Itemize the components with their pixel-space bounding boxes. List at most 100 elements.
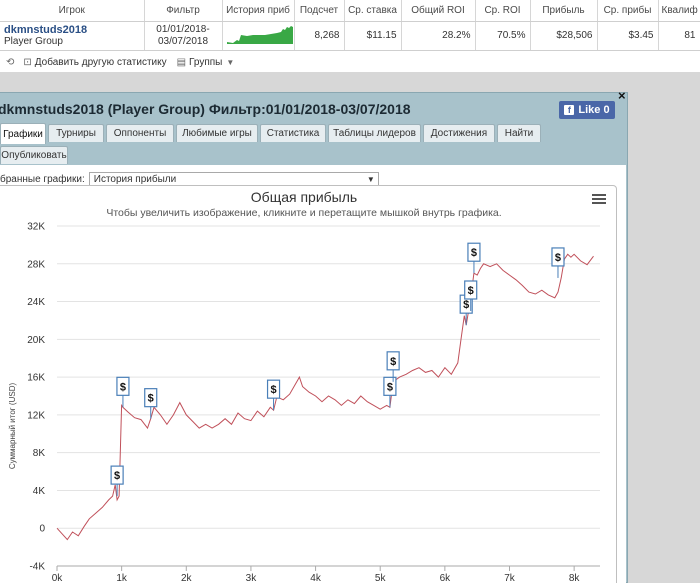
player-popup: dkmnstuds2018 (Player Group) Фильтр:01/0… xyxy=(0,92,628,583)
col-header-filter[interactable]: Фильтр xyxy=(144,0,223,22)
flag-box xyxy=(266,379,281,399)
y-tick-label: 0 xyxy=(39,524,45,535)
col-header-profit[interactable]: Прибыль xyxy=(530,0,598,22)
popup-tabs: Графики Турниры Оппоненты Любимые игры С… xyxy=(0,123,628,165)
graph-type-select[interactable]: История прибыли ▼ xyxy=(88,172,379,186)
avg-profit-cell: $3.45 xyxy=(597,21,659,51)
flag-box xyxy=(386,351,400,371)
col-header-qualif[interactable]: Квалиф xyxy=(658,0,700,22)
graphs-label: бранные графики: xyxy=(0,173,85,185)
chart-title: Общая прибыль xyxy=(251,189,357,205)
avg-roi-cell: 70.5% xyxy=(475,21,531,51)
col-header-count[interactable]: Подсчет xyxy=(294,0,345,22)
profit-cell: $28,506 xyxy=(530,21,598,51)
count-cell: 8,268 xyxy=(294,21,345,51)
flag-marker[interactable]: $ xyxy=(467,242,481,274)
col-header-history[interactable]: История приб xyxy=(222,0,295,22)
y-tick-label: 12K xyxy=(27,410,45,421)
x-tick-label: 7k xyxy=(504,573,516,583)
tab-achievements[interactable]: Достижения xyxy=(423,124,495,142)
flag-label: $ xyxy=(120,381,126,393)
tab-publish[interactable]: Опубликовать xyxy=(0,146,68,164)
y-tick-label: 16K xyxy=(27,373,45,384)
stats-table: Игрок Фильтр История приб Подсчет Ср. ст… xyxy=(0,0,700,51)
x-tick-label: 4k xyxy=(310,573,322,583)
x-tick-label: 6k xyxy=(440,573,452,583)
groups-menu[interactable]: Группы xyxy=(189,56,223,68)
y-tick-label: 24K xyxy=(27,297,45,308)
flag-box xyxy=(551,247,565,267)
flag-label: $ xyxy=(468,285,474,297)
col-header-player[interactable]: Игрок xyxy=(0,0,145,22)
y-tick-label: -4K xyxy=(29,562,45,573)
player-name-link[interactable]: dkmnstuds2018 xyxy=(4,23,88,36)
x-tick-label: 8k xyxy=(569,573,581,583)
refresh-icon[interactable]: ⟲ xyxy=(6,56,15,68)
flag-box xyxy=(467,242,481,262)
x-tick-label: 2k xyxy=(181,573,193,583)
chart-container[interactable]: Общая прибыль Чтобы увеличить изображени… xyxy=(0,185,617,583)
tab-tournaments[interactable]: Турниры xyxy=(48,124,104,142)
flag-marker[interactable]: $ xyxy=(551,247,565,278)
graph-type-value: История прибыли xyxy=(93,173,177,185)
y-tick-label: 20K xyxy=(27,335,45,346)
graphs-content: бранные графики: История прибыли ▼ Общая… xyxy=(0,165,626,583)
tab-leaderboards[interactable]: Таблицы лидеров xyxy=(328,124,421,142)
chart-menu-icon[interactable] xyxy=(592,194,606,204)
y-tick-label: 4K xyxy=(33,486,46,497)
x-tick-label: 0k xyxy=(52,573,64,583)
table-row: dkmnstuds2018 Player Group 01/01/2018- 0… xyxy=(0,21,700,51)
flag-label: $ xyxy=(555,252,561,264)
facebook-like-button[interactable]: f Like 0 xyxy=(559,101,615,119)
stats-toolbar: ⟲ ⊡ Добавить другую статистику ▤ Группы … xyxy=(0,52,700,72)
flag-marker[interactable]: $ xyxy=(266,379,281,411)
tab-graphs[interactable]: Графики xyxy=(0,123,46,144)
qualif-cell: 81 xyxy=(658,21,700,51)
tab-opponents[interactable]: Оппоненты xyxy=(106,124,174,142)
history-sparkline[interactable] xyxy=(226,23,293,45)
y-tick-label: 8K xyxy=(33,448,46,459)
col-header-total-roi[interactable]: Общий ROI xyxy=(401,0,476,22)
add-stats-icon: ⊡ xyxy=(23,56,32,68)
x-tick-label: 5k xyxy=(375,573,387,583)
y-axis-title: Суммарный итог (USD) xyxy=(8,383,17,470)
table-header-row: Игрок Фильтр История приб Подсчет Ср. ст… xyxy=(0,0,700,22)
flag-marker[interactable]: $ xyxy=(464,280,478,311)
player-cell: dkmnstuds2018 Player Group xyxy=(0,21,145,51)
filter-from: 01/01/2018- xyxy=(156,23,210,35)
flag-label: $ xyxy=(471,247,477,259)
popup-title: dkmnstuds2018 (Player Group) Фильтр:01/0… xyxy=(0,101,411,117)
total-roi-cell: 28.2% xyxy=(401,21,476,51)
flag-label: $ xyxy=(114,470,120,482)
col-header-avg-stake[interactable]: Ср. ставка xyxy=(344,0,402,22)
stats-panel: Игрок Фильтр История приб Подсчет Ср. ст… xyxy=(0,0,700,72)
flag-marker[interactable]: $ xyxy=(386,351,400,382)
sparkline-area xyxy=(226,26,293,44)
profit-chart[interactable]: Общая прибыль Чтобы увеличить изображени… xyxy=(0,186,617,583)
flag-label: $ xyxy=(148,393,154,405)
x-tick-label: 3k xyxy=(246,573,258,583)
close-icon[interactable]: × xyxy=(618,88,626,103)
y-tick-label: 28K xyxy=(27,259,45,270)
like-label: Like 0 xyxy=(578,104,610,116)
y-tick-label: 32K xyxy=(27,222,45,233)
chevron-down-icon: ▼ xyxy=(366,174,375,184)
tab-find[interactable]: Найти xyxy=(497,124,541,142)
facebook-icon: f xyxy=(564,105,575,115)
tab-favorite-games[interactable]: Любимые игры xyxy=(176,124,258,142)
flag-marker[interactable]: $ xyxy=(116,376,130,408)
chevron-down-icon[interactable]: ▼ xyxy=(226,57,235,67)
history-sparkline-cell xyxy=(222,21,295,51)
flag-marker[interactable]: $ xyxy=(110,465,124,497)
col-header-avg-roi[interactable]: Ср. ROI xyxy=(475,0,531,22)
flag-marker[interactable]: $ xyxy=(383,376,397,408)
col-header-avg-profit[interactable]: Ср. прибы xyxy=(597,0,659,22)
tab-statistics[interactable]: Статистика xyxy=(260,124,326,142)
add-stats-link[interactable]: Добавить другую статистику xyxy=(34,56,167,68)
flag-marker[interactable]: $ xyxy=(144,388,158,419)
filter-to: 03/07/2018 xyxy=(157,35,209,47)
flag-label: $ xyxy=(270,384,276,396)
flag-marker[interactable]: $ xyxy=(459,294,473,326)
flag-label: $ xyxy=(390,356,396,368)
